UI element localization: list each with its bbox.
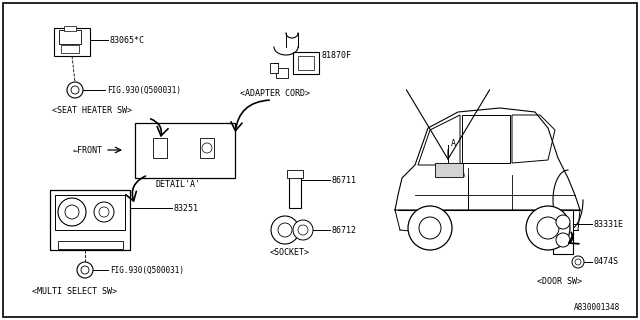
Bar xyxy=(293,52,319,74)
Text: A: A xyxy=(451,139,456,148)
Bar xyxy=(270,63,278,73)
Circle shape xyxy=(575,259,581,265)
Circle shape xyxy=(537,217,559,239)
Text: <MULTI SELECT SW>: <MULTI SELECT SW> xyxy=(32,287,117,297)
Text: A830001348: A830001348 xyxy=(573,303,620,313)
Text: 81870F: 81870F xyxy=(322,51,352,60)
Text: DETAIL'A': DETAIL'A' xyxy=(155,180,200,188)
Bar xyxy=(153,138,167,158)
Bar xyxy=(59,30,81,44)
Text: <SOCKET>: <SOCKET> xyxy=(270,247,310,257)
Text: <SEAT HEATER SW>: <SEAT HEATER SW> xyxy=(52,106,132,115)
Text: ⇐FRONT: ⇐FRONT xyxy=(73,146,103,155)
Text: FIG.930(Q500031): FIG.930(Q500031) xyxy=(107,85,181,94)
Circle shape xyxy=(202,143,212,153)
Bar xyxy=(64,26,76,30)
Text: 0474S: 0474S xyxy=(594,258,619,267)
Circle shape xyxy=(419,217,441,239)
FancyArrowPatch shape xyxy=(126,176,145,201)
Bar xyxy=(298,56,314,70)
Circle shape xyxy=(77,262,93,278)
Bar xyxy=(287,170,303,178)
Bar xyxy=(435,163,463,177)
Bar xyxy=(276,68,288,78)
Circle shape xyxy=(71,86,79,94)
Circle shape xyxy=(271,216,299,244)
Circle shape xyxy=(572,256,584,268)
Circle shape xyxy=(67,82,83,98)
Bar xyxy=(289,172,301,208)
Circle shape xyxy=(556,215,570,229)
Bar xyxy=(135,123,235,178)
Text: 83251: 83251 xyxy=(174,204,199,212)
Circle shape xyxy=(278,223,292,237)
Circle shape xyxy=(81,266,89,274)
Circle shape xyxy=(99,207,109,217)
FancyArrowPatch shape xyxy=(231,100,269,131)
Bar xyxy=(55,195,125,229)
Text: <DOOR SW>: <DOOR SW> xyxy=(537,277,582,286)
FancyArrowPatch shape xyxy=(150,119,168,136)
Circle shape xyxy=(293,220,313,240)
Bar xyxy=(200,138,214,158)
Circle shape xyxy=(58,198,86,226)
Circle shape xyxy=(298,225,308,235)
Text: <ADAPTER CORD>: <ADAPTER CORD> xyxy=(240,89,310,98)
Circle shape xyxy=(526,206,570,250)
Text: 83331E: 83331E xyxy=(594,220,624,228)
Circle shape xyxy=(556,233,570,247)
Bar xyxy=(50,190,130,250)
Bar xyxy=(54,28,90,56)
Bar xyxy=(58,241,122,249)
Text: 86711: 86711 xyxy=(332,175,357,185)
Circle shape xyxy=(94,202,114,222)
Circle shape xyxy=(65,205,79,219)
Bar xyxy=(553,210,573,254)
Text: 83065*C: 83065*C xyxy=(110,36,145,44)
Bar xyxy=(61,45,79,53)
Circle shape xyxy=(408,206,452,250)
Text: FIG.930(Q500031): FIG.930(Q500031) xyxy=(110,266,184,275)
FancyArrowPatch shape xyxy=(569,232,579,244)
Text: 86712: 86712 xyxy=(332,226,357,235)
